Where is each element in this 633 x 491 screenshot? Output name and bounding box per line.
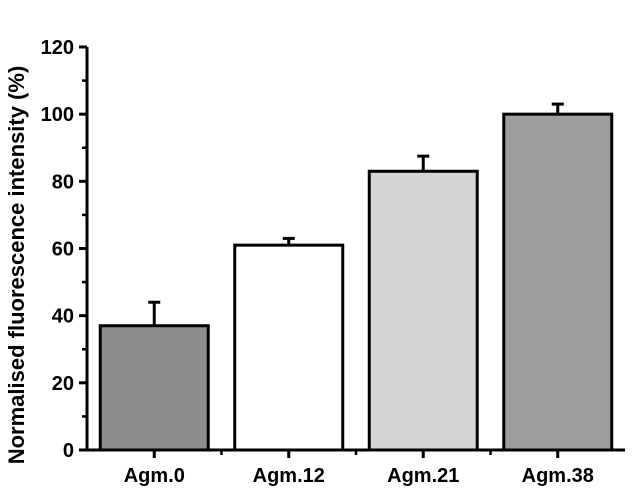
bar-agm-38 <box>502 112 614 452</box>
y-tick-label: 60 <box>52 239 74 261</box>
x-tick-label: Agm.21 <box>387 465 459 487</box>
bar-agm-21 <box>367 169 479 452</box>
x-tick-label: Agm.38 <box>522 465 594 487</box>
error-bars-layer <box>148 102 564 326</box>
y-tick-label: 120 <box>41 37 74 59</box>
y-tick-label: 0 <box>63 440 74 462</box>
y-tick-label: 20 <box>52 373 74 395</box>
y-tick-label: 80 <box>52 171 74 193</box>
bar-agm-12 <box>233 243 345 452</box>
x-ticks-layer: Agm.0 Agm.12 Agm.21 Agm.38 <box>124 450 594 487</box>
y-tick-label: 100 <box>41 104 74 126</box>
y-ticks-layer: 0 20 40 60 80 100 120 <box>41 37 87 462</box>
x-tick-label: Agm.0 <box>124 465 185 487</box>
bar-agm-0 <box>98 324 210 452</box>
x-tick-label: Agm.12 <box>253 465 325 487</box>
y-tick-label: 40 <box>52 306 74 328</box>
y-axis-label: Normalised fluorescence intensity (%) <box>4 66 29 465</box>
bars-layer <box>98 112 614 452</box>
